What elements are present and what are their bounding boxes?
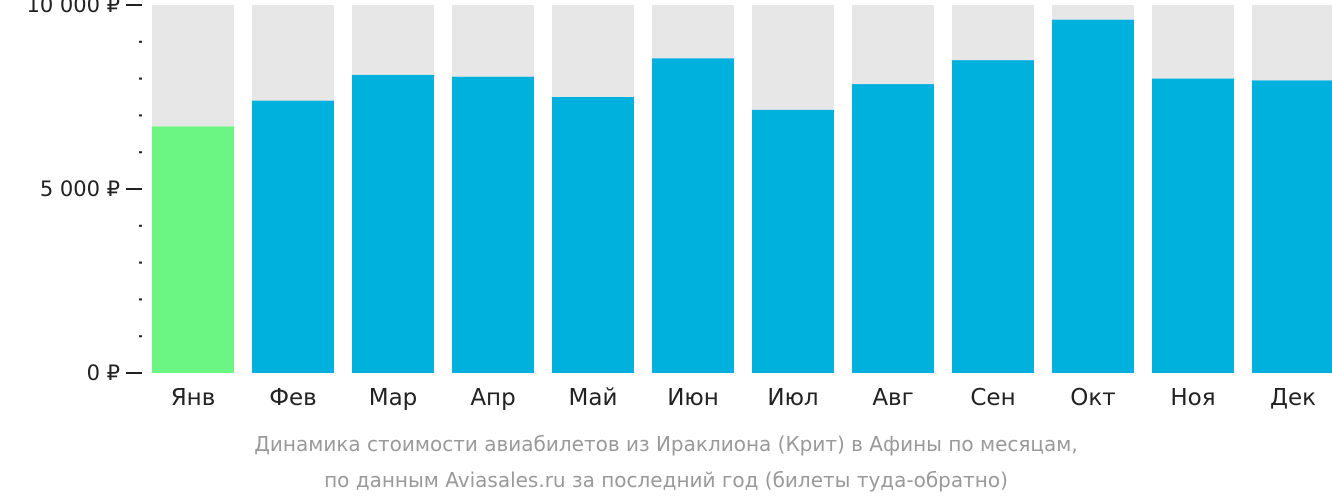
x-tick-label: Окт xyxy=(1070,385,1115,411)
bar-5[interactable] xyxy=(552,97,634,373)
x-tick-label: Ноя xyxy=(1170,385,1215,411)
x-tick-label: Сен xyxy=(970,385,1015,411)
bar-8[interactable] xyxy=(852,84,934,374)
bar-1[interactable] xyxy=(152,126,234,373)
y-tick-label: 0 ₽ xyxy=(87,361,120,385)
x-tick-label: Янв xyxy=(171,385,216,411)
bar-9[interactable] xyxy=(952,60,1034,373)
chart-caption-line-2: по данным Aviasales.ru за последний год … xyxy=(324,468,1008,492)
bar-4[interactable] xyxy=(452,76,534,373)
x-tick-label: Апр xyxy=(470,385,515,411)
bar-12[interactable] xyxy=(1252,80,1332,373)
chart-caption-line-1: Динамика стоимости авиабилетов из Иракли… xyxy=(254,432,1078,456)
y-axis: 0 ₽ 5 000 ₽ 10 000 ₽ xyxy=(26,0,142,385)
x-tick-label: Июл xyxy=(767,385,818,411)
x-tick-label: Фев xyxy=(269,385,317,411)
x-tick-label: Май xyxy=(569,385,618,411)
bar-7[interactable] xyxy=(752,109,834,373)
x-tick-label: Авг xyxy=(872,385,913,411)
y-tick-label: 5 000 ₽ xyxy=(40,177,120,201)
bar-10[interactable] xyxy=(1052,19,1134,373)
bar-3[interactable] xyxy=(352,74,434,374)
bars xyxy=(152,5,1332,374)
x-axis-labels: Янв Фев Мар Апр Май Июн Июл Авг Сен Окт Ноя Дек xyxy=(171,385,1316,411)
bar-6[interactable] xyxy=(652,58,734,374)
x-tick-label: Дек xyxy=(1270,385,1316,411)
bar-2[interactable] xyxy=(252,100,334,374)
y-tick-label: 10 000 ₽ xyxy=(26,0,120,17)
bar-11[interactable] xyxy=(1152,78,1234,373)
x-tick-label: Июн xyxy=(667,385,719,411)
x-tick-label: Мар xyxy=(369,385,418,411)
price-bar-chart: 0 ₽ 5 000 ₽ 10 000 ₽ Янв Фев Мар Апр Май Июн Июл… xyxy=(26,0,1332,411)
